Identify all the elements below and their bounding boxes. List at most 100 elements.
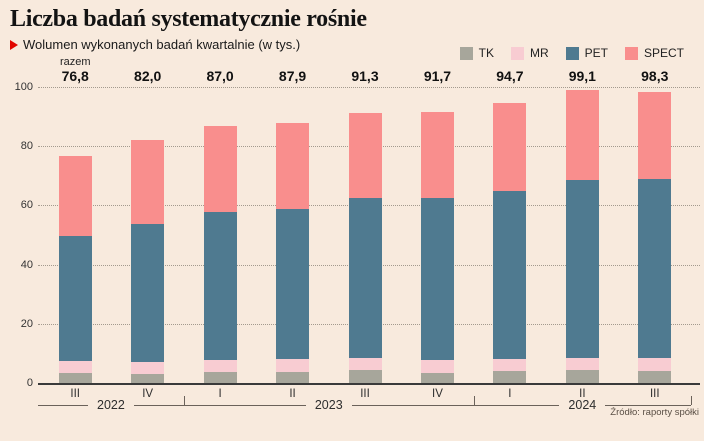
x-category-label-9: III: [649, 388, 660, 400]
stacked-bar-1: [58, 155, 92, 383]
stacked-bar-8: [565, 89, 599, 383]
legend-item-spect: SPECT: [624, 46, 684, 60]
bar-segment-tk: [58, 372, 92, 383]
total-value-7: 94,7: [496, 68, 524, 84]
bar-segment-pet: [58, 235, 92, 362]
bar-segment-mr: [58, 361, 92, 373]
y-tick-label-100: 100: [14, 81, 33, 93]
bar-segment-spect: [420, 111, 454, 199]
stacked-bar-7: [493, 102, 527, 383]
bar-segment-spect: [276, 122, 310, 210]
bar-segment-pet: [420, 198, 454, 360]
bar-segment-tk: [565, 369, 599, 383]
year-axis-tick: [691, 396, 692, 405]
bar-segment-pet: [638, 179, 672, 359]
year-group-2023: 2023: [183, 397, 474, 412]
total-value-4: 87,9: [278, 68, 307, 84]
x-axis-line: [38, 383, 700, 385]
total-value-3: 87,0: [206, 68, 234, 84]
stacked-bar-4: [276, 122, 310, 383]
legend-item-mr: MR: [510, 46, 549, 60]
bar-segment-mr: [348, 358, 382, 370]
bar-segment-tk: [348, 369, 382, 383]
year-label-2022: 2022: [97, 397, 125, 412]
legend-swatch-mr-icon: [510, 46, 524, 60]
year-label-2024: 2024: [568, 397, 597, 412]
bar-segment-pet: [493, 190, 527, 360]
totals-caption: razem: [59, 56, 91, 68]
legend-swatch-spect-icon: [624, 46, 638, 60]
bar-segment-spect: [348, 112, 382, 199]
x-category-label-7: I: [508, 388, 512, 400]
legend: TK MR PET SPECT: [459, 46, 684, 60]
bar-segment-mr: [276, 359, 310, 372]
source-note: Źródło: raporty spółki: [610, 407, 699, 418]
bar-segment-spect: [131, 140, 165, 225]
total-value-5: 91,3: [351, 68, 379, 84]
x-category-label-6: IV: [432, 388, 443, 400]
bar-segment-tk: [493, 370, 527, 383]
stacked-bar-3: [203, 125, 237, 383]
legend-label-mr: MR: [529, 46, 549, 60]
gridline-80: [38, 146, 700, 148]
bar-segment-mr: [565, 358, 599, 370]
bar-segment-mr: [203, 359, 237, 372]
total-value-2: 82,0: [134, 68, 162, 84]
legend-swatch-tk-icon: [459, 46, 473, 60]
bar-segment-spect: [203, 125, 237, 212]
x-category-label-1: III: [70, 388, 81, 400]
stacked-bar-6: [420, 111, 454, 383]
x-category-label-4: II: [289, 388, 296, 400]
legend-item-tk: TK: [459, 46, 494, 60]
bar-segment-pet: [348, 198, 382, 359]
bar-segment-tk: [131, 374, 165, 383]
x-category-label-5: III: [360, 388, 370, 400]
bar-segment-pet: [565, 179, 599, 359]
bar-segment-pet: [131, 224, 165, 362]
bar-segment-spect: [58, 155, 92, 236]
red-triangle-bullet-icon: [10, 39, 18, 50]
bar-segment-mr: [420, 359, 454, 373]
year-label-2023: 2023: [314, 397, 343, 412]
legend-swatch-pet-icon: [565, 46, 579, 60]
legend-label-tk: TK: [478, 46, 494, 60]
gridline-40: [38, 264, 700, 266]
year-line-right: [351, 404, 474, 406]
bar-segment-pet: [276, 209, 310, 360]
bar-segment-tk: [420, 372, 454, 383]
bar-segment-mr: [131, 361, 165, 375]
y-tick-label-20: 20: [20, 317, 33, 330]
year-axis-tick: [473, 396, 475, 405]
year-line-left: [183, 404, 306, 406]
total-value-9: 98,3: [641, 68, 669, 84]
bar-segment-mr: [638, 358, 672, 371]
year-group-2022: 2022: [38, 398, 184, 412]
legend-label-spect: SPECT: [643, 46, 684, 60]
year-line-right: [133, 404, 184, 406]
x-category-label-8: II: [579, 388, 586, 400]
bar-segment-tk: [203, 371, 237, 383]
bar-segment-spect: [638, 92, 672, 180]
y-tick-label-0: 0: [26, 377, 33, 389]
chart-subtitle-row: Wolumen wykonanych badań kwartalnie (w t…: [10, 37, 300, 52]
total-value-1: 76,8: [61, 68, 89, 84]
gridline-100: [38, 87, 700, 88]
y-tick-label-60: 60: [20, 199, 33, 212]
bar-segment-spect: [565, 89, 599, 180]
stacked-bar-5: [348, 112, 382, 383]
year-line-left: [473, 404, 560, 406]
x-category-label-2: IV: [142, 388, 154, 400]
legend-item-pet: PET: [565, 46, 608, 60]
year-line-left: [38, 404, 89, 406]
year-line-right: [605, 404, 691, 406]
bar-segment-tk: [276, 371, 310, 383]
chart-title: Liczba badań systematycznie rośnie: [10, 6, 367, 32]
chart-subtitle: Wolumen wykonanych badań kwartalnie (w t…: [23, 37, 301, 52]
stacked-bar-9: [638, 92, 672, 383]
bar-segment-mr: [493, 359, 527, 371]
